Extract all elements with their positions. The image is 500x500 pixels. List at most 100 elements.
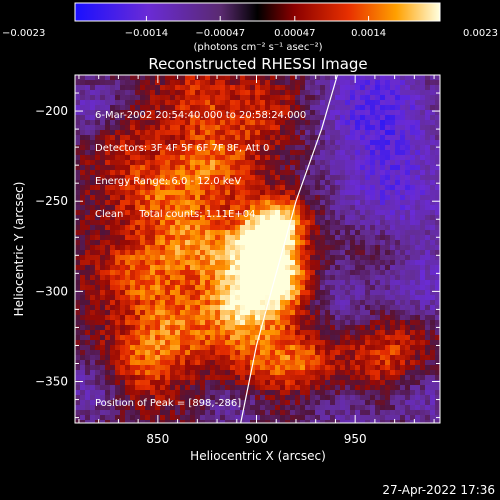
heatmap-cell [215, 150, 221, 156]
heatmap-cell [90, 350, 96, 356]
heatmap-cell [200, 340, 206, 346]
heatmap-cell [100, 365, 106, 371]
heatmap-cell [185, 335, 191, 341]
heatmap-cell [345, 180, 351, 186]
heatmap-cell [250, 115, 256, 121]
heatmap-cell [425, 325, 431, 331]
heatmap-cell [155, 335, 161, 341]
heatmap-cell [410, 245, 416, 251]
heatmap-cell [185, 400, 191, 406]
heatmap-cell [355, 325, 361, 331]
heatmap-cell [210, 295, 216, 301]
heatmap-cell [260, 325, 266, 331]
heatmap-cell [330, 175, 336, 181]
heatmap-cell [80, 115, 86, 121]
heatmap-cell [105, 190, 111, 196]
heatmap-cell [115, 120, 121, 126]
heatmap-cell [260, 225, 266, 231]
heatmap-cell [250, 410, 256, 416]
heatmap-cell [180, 385, 186, 391]
heatmap-cell [240, 190, 246, 196]
heatmap-cell [90, 415, 96, 421]
heatmap-cell [245, 305, 251, 311]
heatmap-cell [395, 95, 401, 101]
heatmap-cell [120, 375, 126, 381]
heatmap-cell [175, 300, 181, 306]
heatmap-cell [210, 155, 216, 161]
heatmap-cell [290, 350, 296, 356]
heatmap-cell [255, 140, 261, 146]
heatmap-cell [335, 285, 341, 291]
heatmap-cell [115, 155, 121, 161]
heatmap-cell [365, 200, 371, 206]
heatmap-cell [265, 180, 271, 186]
heatmap-cell [315, 375, 321, 381]
heatmap-cell [250, 130, 256, 136]
heatmap-cell [170, 135, 176, 141]
heatmap-cell [225, 155, 231, 161]
heatmap-cell [350, 320, 356, 326]
heatmap-cell [80, 140, 86, 146]
heatmap-cell [335, 205, 341, 211]
heatmap-cell [155, 305, 161, 311]
heatmap-cell [145, 400, 151, 406]
heatmap-cell [295, 315, 301, 321]
heatmap-cell [220, 340, 226, 346]
heatmap-cell [220, 190, 226, 196]
heatmap-cell [175, 205, 181, 211]
heatmap-cell [385, 180, 391, 186]
heatmap-cell [325, 280, 331, 286]
heatmap-cell [300, 285, 306, 291]
heatmap-cell [80, 255, 86, 261]
heatmap-cell [200, 210, 206, 216]
heatmap-cell [270, 320, 276, 326]
heatmap-cell [400, 355, 406, 361]
heatmap-cell [75, 155, 81, 161]
heatmap-cell [170, 170, 176, 176]
heatmap-cell [435, 100, 440, 106]
heatmap-cell [430, 135, 436, 141]
heatmap-cell [275, 120, 281, 126]
heatmap-cell [80, 105, 86, 111]
heatmap-cell [255, 245, 261, 251]
heatmap-cell [215, 120, 221, 126]
heatmap-cell [155, 185, 161, 191]
heatmap-cell [150, 300, 156, 306]
heatmap-cell [250, 320, 256, 326]
heatmap-cell [265, 155, 271, 161]
heatmap-cell [140, 290, 146, 296]
heatmap-cell [345, 230, 351, 236]
heatmap-cell [390, 195, 396, 201]
heatmap-cell [410, 100, 416, 106]
heatmap-cell [200, 310, 206, 316]
heatmap-cell [400, 165, 406, 171]
heatmap-cell [100, 345, 106, 351]
heatmap-cell [270, 240, 276, 246]
heatmap-cell [220, 225, 226, 231]
heatmap-cell [335, 340, 341, 346]
heatmap-cell [365, 270, 371, 276]
heatmap-cell [230, 325, 236, 331]
heatmap-cell [240, 200, 246, 206]
heatmap-cell [110, 100, 116, 106]
heatmap-cell [395, 390, 401, 396]
heatmap-cell [420, 250, 426, 256]
heatmap-cell [420, 340, 426, 346]
heatmap-cell [295, 80, 301, 86]
heatmap-cell [80, 370, 86, 376]
heatmap-cell [160, 85, 166, 91]
heatmap-cell [260, 360, 266, 366]
heatmap-cell [140, 205, 146, 211]
heatmap-cell [100, 180, 106, 186]
heatmap-cell [380, 290, 386, 296]
heatmap-cell [235, 340, 241, 346]
heatmap-cell [105, 140, 111, 146]
heatmap-cell [230, 130, 236, 136]
heatmap-cell [360, 130, 366, 136]
heatmap-cell [265, 345, 271, 351]
heatmap-cell [295, 130, 301, 136]
heatmap-cell [305, 410, 311, 416]
heatmap-cell [145, 415, 151, 421]
heatmap-cell [335, 360, 341, 366]
heatmap-cell [215, 95, 221, 101]
